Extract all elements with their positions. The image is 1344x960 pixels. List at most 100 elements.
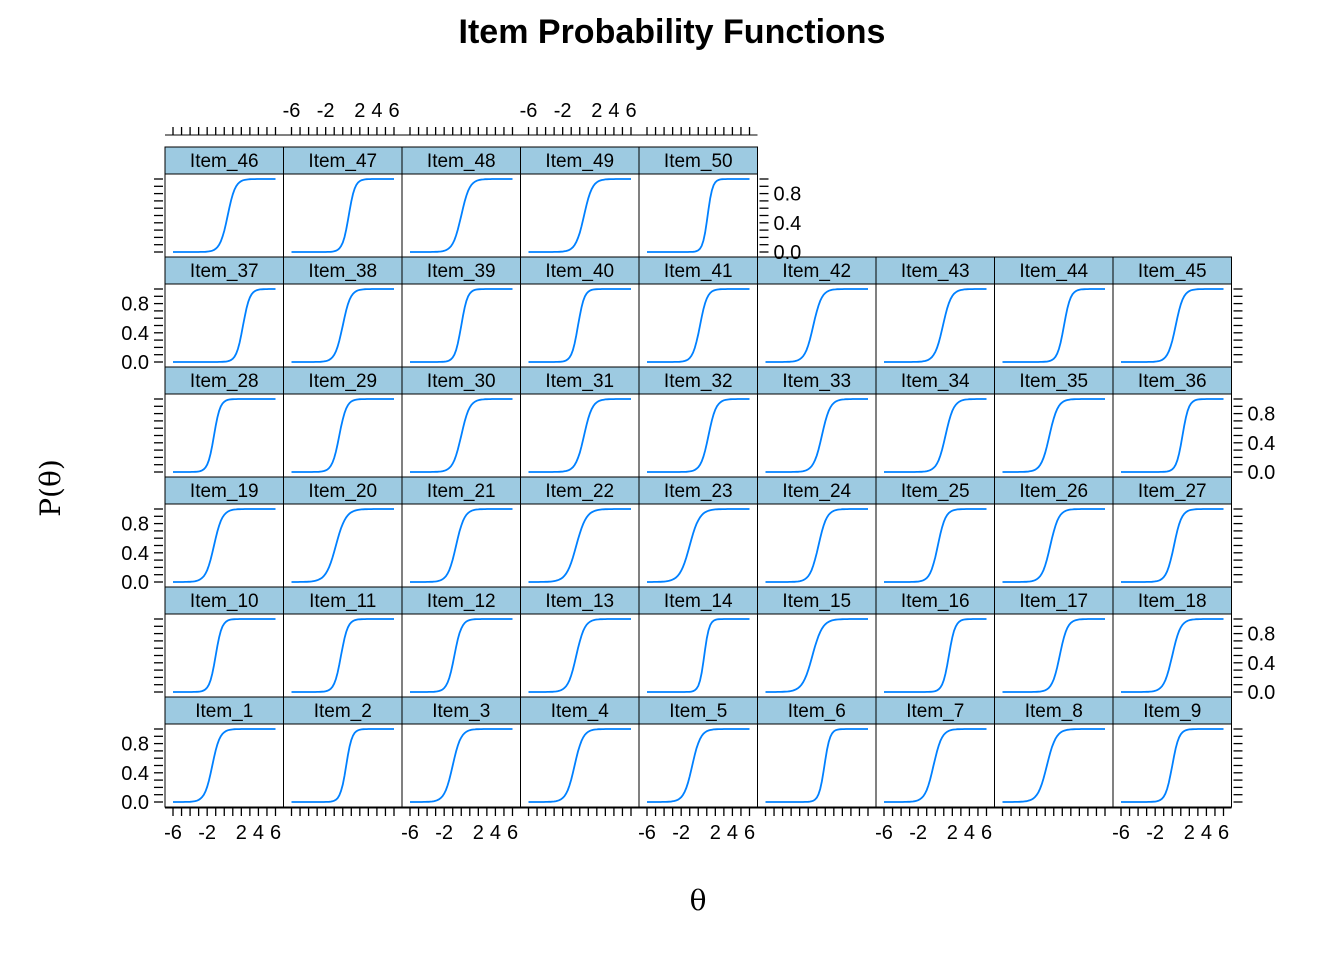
chart-title: Item Probability Functions xyxy=(459,13,886,51)
panel-frame xyxy=(164,723,284,808)
panel-frame xyxy=(994,283,1114,368)
x-tick-label: -2 xyxy=(435,822,453,844)
x-tick-label: 4 xyxy=(964,822,975,844)
x-tick-label: 4 xyxy=(1201,822,1212,844)
panel-frame xyxy=(875,283,995,368)
y-tick-label: 0.0 xyxy=(774,242,802,264)
x-tick-label: 4 xyxy=(727,822,738,844)
panel-strip-label: Item_12 xyxy=(427,591,496,612)
x-tick-label: -6 xyxy=(1112,822,1130,844)
x-tick-label: 6 xyxy=(1218,822,1229,844)
probability-curve xyxy=(884,728,987,803)
panel-frame xyxy=(638,503,758,588)
y-tick-label: 0.8 xyxy=(1248,624,1276,646)
probability-curve xyxy=(647,508,750,583)
probability-curve xyxy=(647,728,750,803)
probability-curve xyxy=(173,398,276,473)
x-tick-label: -2 xyxy=(317,100,335,122)
panel-strip xyxy=(283,476,403,505)
panel-strip-label: Item_33 xyxy=(782,371,851,392)
panel-frame xyxy=(401,503,521,588)
probability-curve xyxy=(1121,398,1224,473)
x-tick-label: 2 xyxy=(947,822,958,844)
probability-curve xyxy=(647,178,750,253)
panel-strip-label: Item_28 xyxy=(190,371,259,392)
y-tick-label: 0.0 xyxy=(1248,682,1276,704)
panel-frame xyxy=(638,393,758,478)
panel-strip-label: Item_2 xyxy=(314,701,372,722)
panel-strip-label: Item_31 xyxy=(545,371,614,392)
panel-strip-label: Item_44 xyxy=(1019,261,1088,282)
y-tick-label: 0.4 xyxy=(121,543,149,565)
panel-strip xyxy=(994,256,1114,285)
y-tick-label: 0.4 xyxy=(121,763,149,785)
y-axis-label: P(θ) xyxy=(34,459,67,517)
panel-strip xyxy=(401,586,521,615)
panel-frame xyxy=(994,613,1114,698)
panel-frame xyxy=(994,393,1114,478)
probability-curve xyxy=(173,618,276,693)
panel-strip-label: Item_24 xyxy=(782,481,851,502)
probability-curve xyxy=(410,618,513,693)
panel-strip-label: Item_6 xyxy=(788,701,846,722)
panel-frame xyxy=(994,503,1114,588)
panel-strip-label: Item_45 xyxy=(1138,261,1207,282)
panel-strip-label: Item_3 xyxy=(432,701,490,722)
panel-strip-label: Item_40 xyxy=(545,261,614,282)
panel-strip-label: Item_19 xyxy=(190,481,259,502)
x-tick-label: -2 xyxy=(1146,822,1164,844)
probability-curve xyxy=(1002,508,1105,583)
probability-curve xyxy=(884,618,987,693)
probability-curve xyxy=(765,618,868,693)
panel-frame xyxy=(164,173,284,258)
panel-strip-label: Item_7 xyxy=(906,701,964,722)
panel-frame xyxy=(1112,393,1232,478)
panel-strip-label: Item_8 xyxy=(1025,701,1083,722)
panel-strip xyxy=(164,146,284,175)
probability-curve xyxy=(1002,398,1105,473)
panel-grid: Item_1 Item_2 Item_3 Item_4 Item_5 Item_6 Item… xyxy=(121,100,1275,844)
panel-strip-label: Item_50 xyxy=(664,151,733,172)
panel-strip xyxy=(164,366,284,395)
probability-curve xyxy=(647,288,750,363)
probability-curve xyxy=(410,398,513,473)
x-tick-label: -6 xyxy=(401,822,419,844)
panel-strip-label: Item_13 xyxy=(545,591,614,612)
panel-frame xyxy=(520,723,640,808)
panel-frame xyxy=(757,723,877,808)
panel-strip-label: Item_48 xyxy=(427,151,496,172)
probability-curve xyxy=(1002,618,1105,693)
probability-curve xyxy=(765,398,868,473)
y-tick-label: 0.0 xyxy=(121,792,149,814)
probability-curve xyxy=(173,288,276,363)
panel-strip-label: Item_14 xyxy=(664,591,733,612)
panel-strip-label: Item_4 xyxy=(551,701,610,722)
panel-frame xyxy=(283,613,403,698)
probability-curve xyxy=(1121,618,1224,693)
x-tick-label: -2 xyxy=(672,822,690,844)
x-axis-label: θ xyxy=(690,884,707,917)
panel-strip-label: Item_43 xyxy=(901,261,970,282)
panel-strip-label: Item_46 xyxy=(190,151,259,172)
panel-strip-label: Item_37 xyxy=(190,261,259,282)
panel-strip-label: Item_26 xyxy=(1019,481,1088,502)
panel-strip-label: Item_30 xyxy=(427,371,496,392)
panel-strip-label: Item_22 xyxy=(545,481,614,502)
panel-strip xyxy=(401,476,521,505)
x-tick-label: 4 xyxy=(490,822,501,844)
probability-curve xyxy=(528,398,631,473)
probability-curve xyxy=(528,618,631,693)
x-tick-label: 6 xyxy=(744,822,755,844)
panel-frame xyxy=(283,723,403,808)
panel-strip-label: Item_16 xyxy=(901,591,970,612)
panel-frame xyxy=(994,723,1114,808)
panel-frame xyxy=(757,393,877,478)
y-tick-label: 0.0 xyxy=(121,572,149,594)
panel-strip-label: Item_41 xyxy=(664,261,733,282)
x-tick-label: -2 xyxy=(198,822,216,844)
panel-strip-label: Item_5 xyxy=(669,701,727,722)
panel-frame xyxy=(164,283,284,368)
y-tick-label: 0.4 xyxy=(774,213,802,235)
panel-frame xyxy=(1112,613,1232,698)
panel-strip xyxy=(520,146,640,175)
